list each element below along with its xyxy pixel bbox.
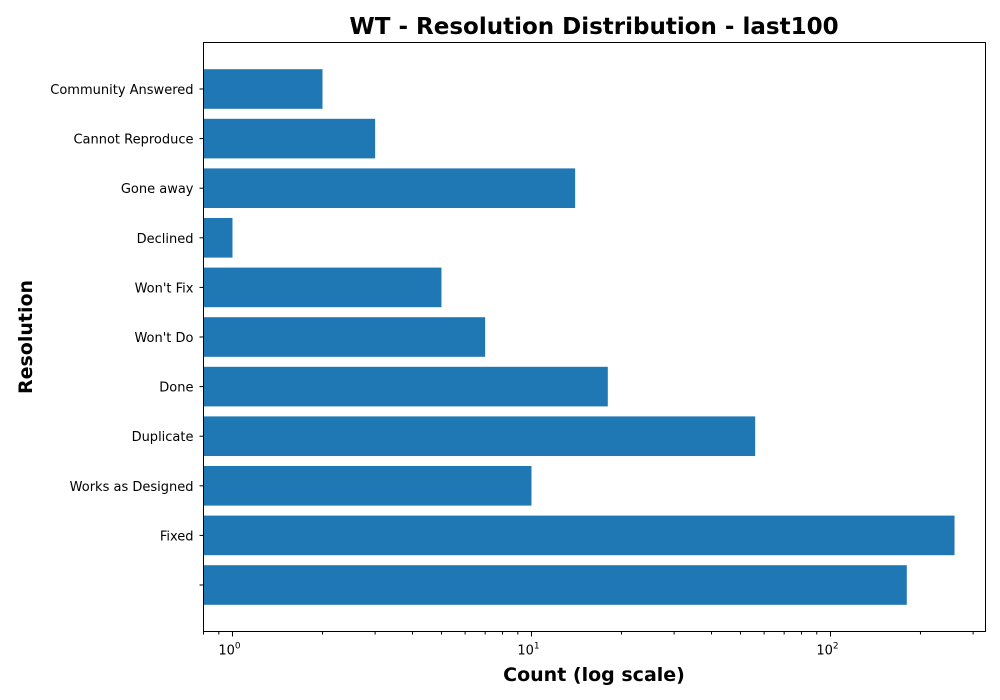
y-tick-label-0: Community Answered: [50, 83, 193, 98]
y-tick-label-8: Works as Designed: [70, 480, 194, 495]
y-axis-label: Resolution: [15, 280, 37, 394]
bar-1: [203, 118, 376, 159]
bar-3: [203, 218, 233, 258]
bar-10: [203, 565, 907, 605]
bar-7: [203, 416, 756, 456]
y-axis: Community Answered Cannot Reproduce Gone a…: [50, 83, 204, 586]
y-tick-label-5: Won't Do: [134, 331, 193, 346]
bar-5: [203, 317, 486, 357]
x-axis: 100 101 102: [203, 631, 974, 659]
bar-8: [203, 466, 532, 506]
x-tick-label-0: 100: [218, 642, 241, 659]
x-axis-label: Count (log scale): [503, 664, 685, 686]
bar-2: [203, 168, 576, 208]
bar-6: [203, 366, 608, 407]
y-tick-label-4: Won't Fix: [135, 281, 194, 296]
y-tick-label-7: Duplicate: [132, 430, 194, 445]
y-tick-label-9: Fixed: [160, 529, 194, 544]
bar-0: [203, 69, 323, 109]
y-tick-label-1: Cannot Reproduce: [73, 133, 193, 148]
chart-title: WT - Resolution Distribution - last100: [349, 14, 838, 40]
y-tick-label-2: Gone away: [121, 182, 194, 197]
y-tick-label-6: Done: [159, 381, 193, 396]
x-tick-label-1: 101: [517, 642, 539, 659]
bars-group: [203, 69, 955, 605]
bar-9: [203, 515, 955, 556]
x-tick-label-2: 102: [816, 642, 838, 659]
y-tick-label-3: Declined: [137, 232, 194, 247]
bar-4: [203, 267, 442, 308]
